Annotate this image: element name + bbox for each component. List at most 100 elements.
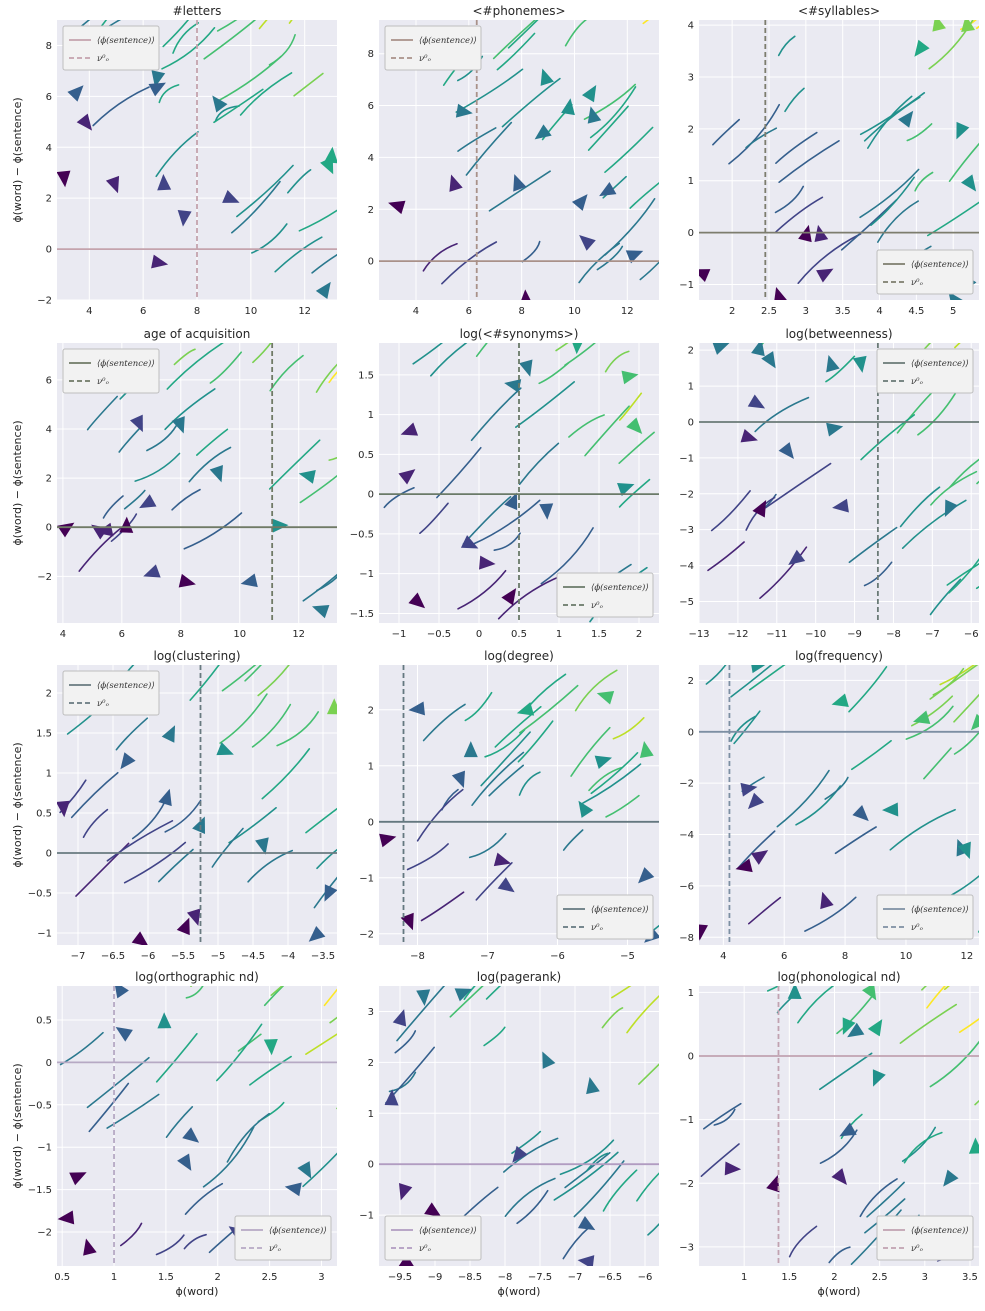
y-tick-label: 0 bbox=[368, 257, 374, 268]
streamline bbox=[540, 527, 594, 585]
stream-arrow bbox=[455, 103, 473, 118]
legend-entry: ν⁰ₒ bbox=[591, 601, 604, 611]
streamline bbox=[538, 362, 570, 385]
y-tick-label: 1 bbox=[368, 1109, 374, 1120]
x-tick-label: 2.5 bbox=[872, 1272, 888, 1283]
legend: ⟨ϕ(sentence)⟩ ν⁰ₒ bbox=[234, 1215, 332, 1261]
streamline bbox=[488, 764, 524, 797]
streamline bbox=[923, 747, 952, 780]
streamline bbox=[949, 458, 979, 488]
x-tick-label: 4 bbox=[413, 306, 419, 317]
y-tick-label: −2 bbox=[37, 572, 52, 583]
stream-arrow bbox=[408, 701, 425, 716]
streamline bbox=[236, 164, 294, 218]
x-axis-label: ϕ(word) bbox=[176, 1285, 219, 1298]
streamline bbox=[797, 233, 862, 284]
stream-arrow bbox=[114, 986, 129, 999]
y-tick-label: −1.5 bbox=[28, 1185, 52, 1196]
streamline bbox=[611, 986, 632, 999]
legend-entry: ⟨ϕ(sentence)⟩ bbox=[591, 904, 649, 915]
streamline bbox=[574, 669, 618, 712]
streamline bbox=[171, 488, 201, 511]
legend-entry: ν⁰ₒ bbox=[911, 1244, 924, 1254]
streamline bbox=[196, 428, 229, 456]
x-tick-label: 6 bbox=[781, 951, 787, 962]
x-tick-label: 6 bbox=[466, 306, 472, 317]
stream-arrow bbox=[826, 355, 840, 373]
streamline bbox=[562, 1226, 591, 1260]
streamline bbox=[928, 20, 974, 70]
stream-field bbox=[699, 665, 979, 941]
stream-arrow bbox=[943, 1169, 959, 1187]
x-tick-label: 10 bbox=[568, 306, 581, 317]
x-tick-label: 3.5 bbox=[962, 1272, 978, 1283]
y-tick-label: 6 bbox=[368, 101, 374, 112]
streamline bbox=[944, 986, 950, 990]
x-tick-label: −1 bbox=[392, 629, 407, 640]
streamline bbox=[958, 1017, 979, 1033]
stream-arrow bbox=[968, 1137, 979, 1154]
streamline bbox=[754, 396, 810, 433]
subplot-title: #letters bbox=[173, 4, 222, 18]
x-tick-label: −10 bbox=[805, 629, 826, 640]
stream-arrow bbox=[617, 483, 635, 497]
streamline bbox=[953, 693, 979, 723]
streamline bbox=[713, 1108, 736, 1126]
streamline bbox=[211, 827, 244, 868]
streamline bbox=[239, 72, 293, 116]
x-tick-label: 1.5 bbox=[591, 629, 607, 640]
x-tick-label: 12 bbox=[292, 629, 305, 640]
y-tick-label: 2 bbox=[46, 689, 52, 700]
x-tick-label: −9 bbox=[847, 629, 862, 640]
stream-arrow bbox=[115, 1026, 133, 1042]
streamline bbox=[173, 348, 196, 366]
stream-arrow bbox=[752, 500, 767, 518]
subplot-title: age of acquisition bbox=[144, 327, 251, 341]
streamline bbox=[336, 1107, 337, 1110]
streamline bbox=[184, 1182, 224, 1215]
streamline bbox=[221, 665, 257, 692]
stream-arrow bbox=[157, 1012, 172, 1029]
stream-arrow bbox=[451, 770, 465, 789]
x-tick-label: 1 bbox=[741, 1272, 747, 1283]
x-tick-label: −9.5 bbox=[388, 1272, 412, 1283]
x-tick-label: 6 bbox=[119, 629, 125, 640]
stream-arrow bbox=[398, 1254, 416, 1266]
streamline bbox=[642, 20, 650, 25]
stream-arrow bbox=[408, 592, 426, 609]
x-tick-label: −5.5 bbox=[171, 951, 195, 962]
y-tick-label: −3 bbox=[679, 1242, 694, 1253]
stream-arrow bbox=[263, 1038, 278, 1056]
stream-arrow bbox=[143, 564, 161, 578]
y-tick-label: 2 bbox=[368, 705, 374, 716]
legend-entry: ν⁰ₒ bbox=[911, 278, 924, 288]
legend: ⟨ϕ(sentence)⟩ ν⁰ₒ bbox=[556, 894, 654, 940]
grid bbox=[379, 20, 659, 300]
stream-arrow bbox=[399, 1182, 413, 1201]
streamline bbox=[419, 502, 449, 534]
stream-field bbox=[57, 986, 337, 1256]
streamline bbox=[165, 1106, 194, 1138]
stream-arrow bbox=[129, 414, 143, 433]
stream-arrow bbox=[961, 20, 976, 33]
x-tick-label: 3.5 bbox=[835, 306, 851, 317]
streamline bbox=[406, 843, 449, 871]
streamline bbox=[948, 142, 979, 182]
stream-arrow bbox=[57, 170, 71, 188]
streamline bbox=[978, 930, 979, 933]
y-tick-label: 2 bbox=[368, 205, 374, 216]
streamline bbox=[948, 558, 979, 594]
streamline bbox=[430, 343, 468, 377]
y-tick-label: −1 bbox=[37, 929, 52, 940]
x-tick-label: 1.5 bbox=[158, 1272, 174, 1283]
stream-arrow bbox=[151, 254, 169, 269]
streamline bbox=[712, 118, 740, 146]
stream-arrow bbox=[932, 20, 946, 32]
legend-entry: ν⁰ₒ bbox=[911, 923, 924, 933]
streamline bbox=[183, 1233, 207, 1250]
streamline bbox=[562, 829, 584, 851]
streamline bbox=[102, 495, 124, 519]
streamline bbox=[590, 752, 639, 795]
streamline bbox=[647, 1222, 659, 1236]
